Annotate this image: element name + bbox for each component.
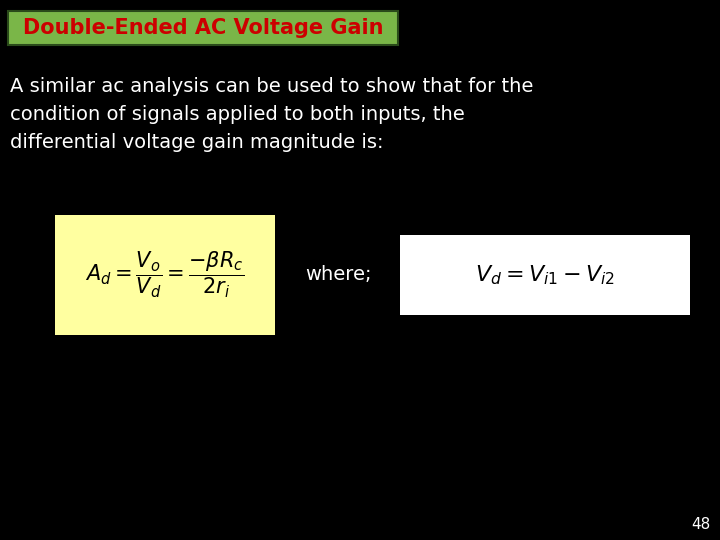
Text: A similar ac analysis can be used to show that for the: A similar ac analysis can be used to sho…: [10, 77, 534, 96]
FancyBboxPatch shape: [8, 11, 398, 45]
FancyBboxPatch shape: [400, 235, 690, 315]
Text: $A_d = \dfrac{V_o}{V_d} = \dfrac{-\beta R_c}{2r_i}$: $A_d = \dfrac{V_o}{V_d} = \dfrac{-\beta …: [86, 250, 245, 300]
Text: Double-Ended AC Voltage Gain: Double-Ended AC Voltage Gain: [23, 18, 383, 38]
FancyBboxPatch shape: [55, 215, 275, 335]
Text: condition of signals applied to both inputs, the: condition of signals applied to both inp…: [10, 105, 464, 124]
Text: 48: 48: [690, 517, 710, 532]
Text: $V_d = V_{i1} - V_{i2}$: $V_d = V_{i1} - V_{i2}$: [475, 263, 615, 287]
Text: differential voltage gain magnitude is:: differential voltage gain magnitude is:: [10, 133, 384, 152]
Text: where;: where;: [305, 266, 372, 285]
